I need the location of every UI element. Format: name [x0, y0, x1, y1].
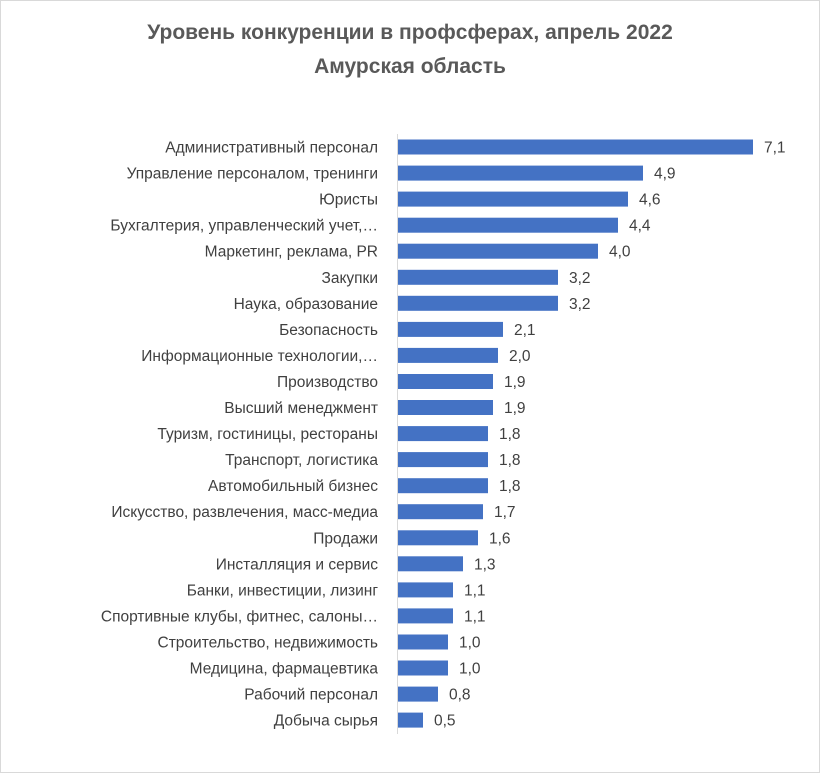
value-label: 4,4	[629, 218, 651, 235]
bar	[398, 217, 618, 233]
bar	[398, 374, 493, 389]
bar	[398, 712, 423, 728]
bar	[398, 347, 498, 363]
category-label: Наука, образование	[234, 296, 378, 313]
bar	[398, 269, 558, 285]
bar	[398, 556, 463, 572]
value-label: 1,8	[499, 452, 521, 469]
category-label: Медицина, фармацевтика	[190, 661, 379, 678]
value-label: 2,0	[509, 348, 531, 365]
category-label: Туризм, гостиницы, рестораны	[157, 426, 378, 443]
category-label: Бухгалтерия, управленческий учет,…	[110, 218, 378, 235]
bar	[398, 139, 753, 155]
value-label: 4,6	[639, 192, 661, 209]
bar	[398, 426, 488, 442]
category-label: Производство	[277, 374, 378, 391]
category-label: Спортивные клубы, фитнес, салоны…	[101, 608, 378, 625]
value-label: 3,2	[569, 270, 591, 287]
chart-subtitle: Амурская область	[314, 55, 506, 78]
bar	[398, 634, 448, 650]
category-label: Юристы	[319, 192, 378, 209]
chart-title: Уровень конкуренции в профсферах, апрель…	[147, 21, 673, 44]
bar	[398, 165, 643, 181]
category-label: Безопасность	[279, 322, 378, 339]
value-label: 1,1	[464, 608, 486, 625]
value-label: 1,9	[504, 400, 526, 417]
value-label: 4,9	[654, 166, 676, 183]
category-label: Строительство, недвижимость	[158, 635, 379, 652]
category-label: Автомобильный бизнес	[208, 478, 378, 495]
value-label: 1,0	[459, 661, 481, 678]
bar	[398, 191, 628, 207]
category-label: Управление персоналом, тренинги	[127, 166, 378, 183]
value-label: 1,3	[474, 556, 496, 573]
bars-group: Административный персонал 7,1 Управление п…	[101, 139, 786, 730]
bar	[398, 608, 453, 624]
value-label: 1,0	[459, 635, 481, 652]
bar	[398, 295, 558, 311]
value-label: 3,2	[569, 296, 591, 313]
value-label: 1,8	[499, 426, 521, 443]
value-label: 1,1	[464, 582, 486, 599]
bar	[398, 478, 488, 494]
category-label: Продажи	[313, 530, 378, 547]
category-label: Информационные технологии,…	[141, 348, 378, 365]
category-label: Рабочий персонал	[244, 687, 378, 704]
category-label: Искусство, развлечения, масс-медиа	[111, 504, 378, 521]
category-label: Банки, инвестиции, лизинг	[187, 582, 379, 599]
bar	[398, 321, 503, 337]
category-label: Административный персонал	[165, 140, 378, 157]
category-label: Добыча сырья	[274, 713, 378, 730]
bar	[398, 686, 438, 702]
category-label: Транспорт, логистика	[225, 452, 378, 469]
bar	[398, 660, 448, 676]
bar	[398, 452, 488, 468]
value-label: 4,0	[609, 244, 631, 261]
value-label: 0,5	[434, 713, 456, 730]
bar	[398, 530, 478, 546]
value-label: 1,7	[494, 504, 516, 521]
value-label: 7,1	[764, 140, 786, 157]
category-label: Инсталляция и сервис	[216, 556, 379, 573]
value-label: 2,1	[514, 322, 536, 339]
value-label: 1,6	[489, 530, 511, 547]
category-label: Закупки	[321, 270, 378, 287]
value-label: 1,8	[499, 478, 521, 495]
value-label: 1,9	[504, 374, 526, 391]
bar	[398, 504, 483, 520]
bar	[398, 243, 598, 259]
category-label: Высший менеджмент	[224, 400, 378, 417]
category-label: Маркетинг, реклама, PR	[205, 244, 378, 261]
bar	[398, 582, 453, 598]
value-label: 0,8	[449, 687, 471, 704]
bar	[398, 400, 493, 415]
